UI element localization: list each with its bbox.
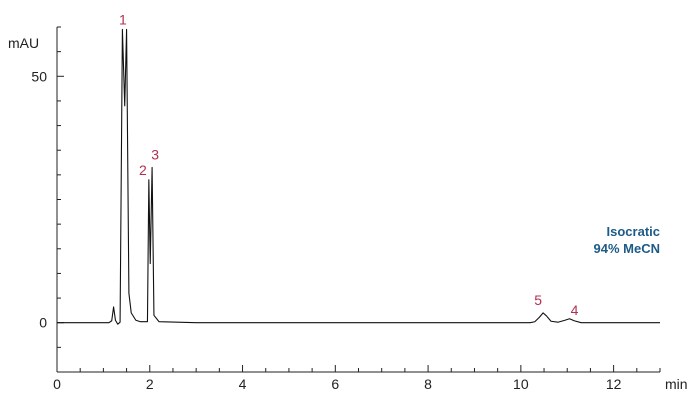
x-tick-label: 0 [53,376,61,392]
peak-label: 1 [119,11,127,27]
x-tick-label: 6 [331,376,339,392]
peak-label: 5 [534,292,542,308]
peak-label: 3 [151,146,159,162]
annotation-solvent: 94% MeCN [594,241,660,256]
x-axis-label: min [665,376,688,392]
x-tick-label: 2 [146,376,154,392]
y-tick-label: 0 [39,315,47,331]
annotation-mode: Isocratic [607,224,660,239]
x-tick-label: 8 [424,376,432,392]
peak-label: 2 [139,162,147,178]
chromatogram-trace [57,28,660,325]
x-tick-label: 10 [513,376,529,392]
x-tick-label: 4 [239,376,247,392]
x-tick-label: 12 [606,376,622,392]
y-tick-label: 50 [31,68,47,84]
peak-label: 4 [571,302,579,318]
y-axis-label: mAU [8,35,39,51]
